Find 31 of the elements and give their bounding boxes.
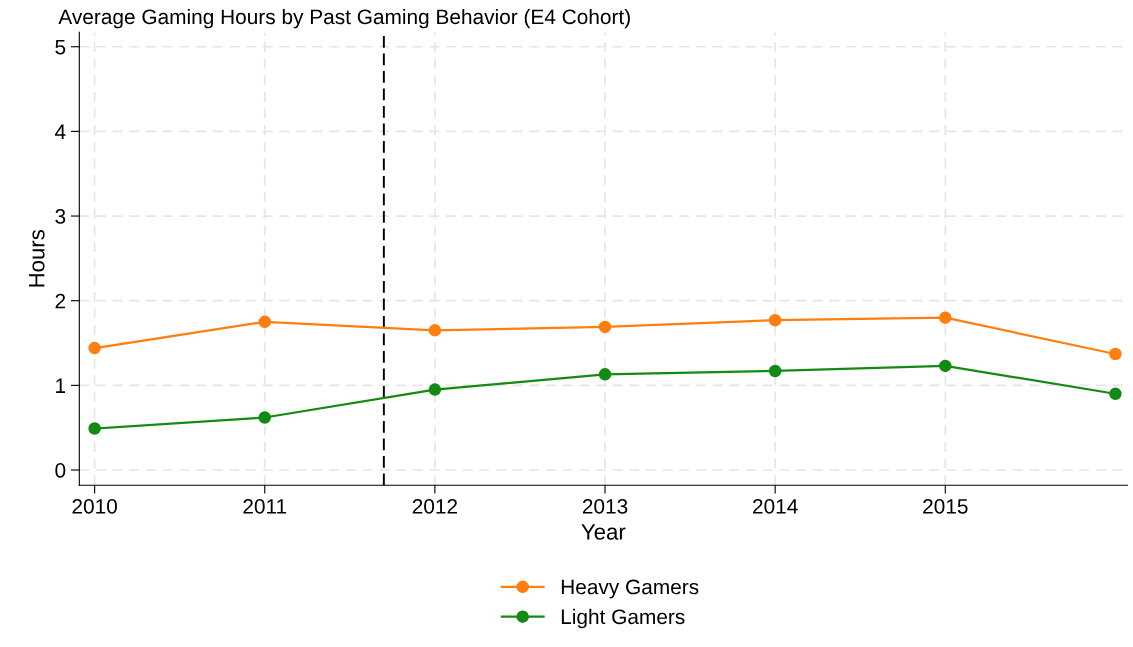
point bbox=[939, 311, 952, 324]
point bbox=[88, 341, 101, 355]
x-tick-label: 2014 bbox=[753, 498, 798, 514]
y-tick-label: 2 bbox=[55, 293, 66, 309]
x-tick-label: 2013 bbox=[582, 498, 628, 514]
y-tick-label: 1 bbox=[56, 378, 66, 393]
point bbox=[1109, 387, 1122, 401]
point bbox=[598, 320, 612, 334]
point bbox=[598, 368, 612, 381]
x-tick-label: 2012 bbox=[412, 498, 458, 514]
point bbox=[88, 422, 101, 435]
point bbox=[768, 364, 782, 378]
x-tick-label: 2015 bbox=[923, 498, 968, 514]
y-tick-label: 0 bbox=[55, 463, 66, 478]
point bbox=[939, 359, 952, 373]
legend-label: Light Gamers bbox=[561, 608, 685, 629]
point bbox=[428, 324, 442, 337]
y-tick-label: 4 bbox=[55, 124, 66, 139]
point bbox=[428, 383, 442, 396]
legend-label: Heavy Gamers bbox=[561, 579, 699, 599]
x-tick-label: 2010 bbox=[72, 498, 117, 514]
y-tick-label: 5 bbox=[55, 39, 66, 55]
point bbox=[768, 313, 782, 327]
point bbox=[1109, 347, 1122, 361]
chart-title: Average Gaming Hours by Past Gaming Behavior (E4 Cohort) bbox=[58, 8, 630, 29]
y-tick-label: 3 bbox=[55, 209, 66, 224]
x-axis-title: Year bbox=[581, 524, 626, 540]
y-axis-title: Hours bbox=[29, 229, 45, 287]
x-tick-label: 2011 bbox=[243, 498, 287, 514]
point bbox=[258, 411, 272, 424]
point bbox=[258, 315, 272, 329]
